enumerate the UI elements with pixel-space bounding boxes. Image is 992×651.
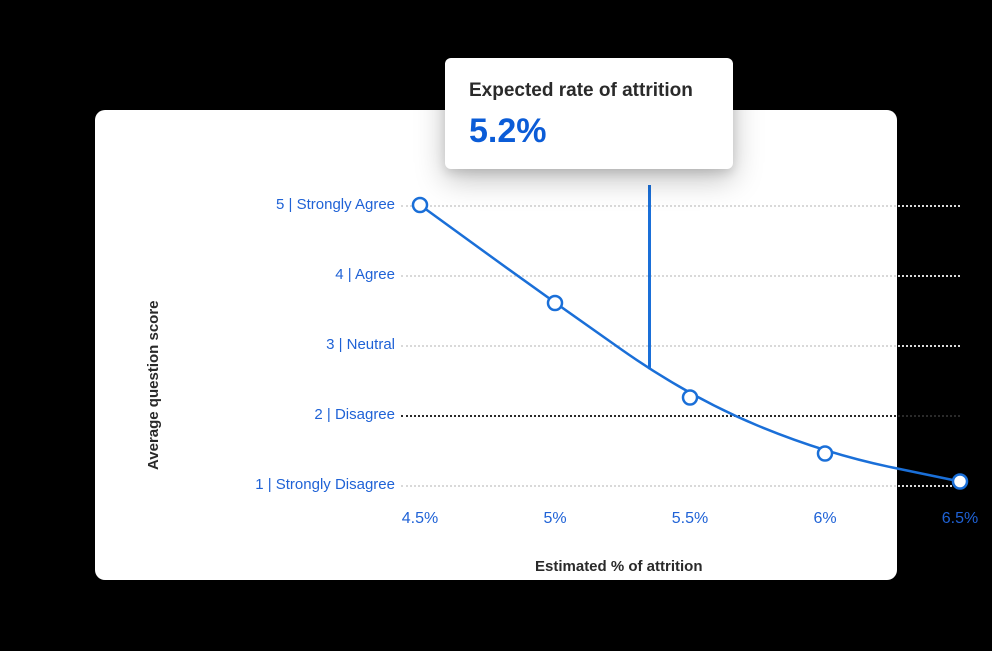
x-tick-label: 4.5% (402, 510, 438, 528)
y-axis-title: Average question score (145, 300, 162, 470)
y-tick-label: 4 | Agree (95, 266, 395, 283)
line-chart (400, 185, 980, 505)
chart-area: Average question score Estimated % of at… (95, 110, 897, 580)
data-point[interactable] (953, 475, 967, 489)
tooltip-title: Expected rate of attrition (469, 78, 709, 104)
x-tick-label: 6% (813, 510, 836, 528)
data-point[interactable] (818, 447, 832, 461)
chart-card: Average question score Estimated % of at… (95, 110, 897, 580)
data-point[interactable] (413, 198, 427, 212)
data-point[interactable] (548, 296, 562, 310)
tooltip-expected-attrition: Expected rate of attrition 5.2% (445, 58, 733, 169)
x-axis-title: Estimated % of attrition (535, 558, 703, 575)
x-tick-label: 6.5% (942, 510, 978, 528)
y-tick-label: 5 | Strongly Agree (95, 196, 395, 213)
series-line (420, 205, 960, 482)
tooltip-value: 5.2% (469, 112, 709, 151)
y-tick-label: 3 | Neutral (95, 336, 395, 353)
data-point[interactable] (683, 391, 697, 405)
y-tick-label: 2 | Disagree (95, 406, 395, 423)
x-tick-label: 5% (543, 510, 566, 528)
x-tick-label: 5.5% (672, 510, 708, 528)
y-tick-label: 1 | Strongly Disagree (95, 476, 395, 493)
